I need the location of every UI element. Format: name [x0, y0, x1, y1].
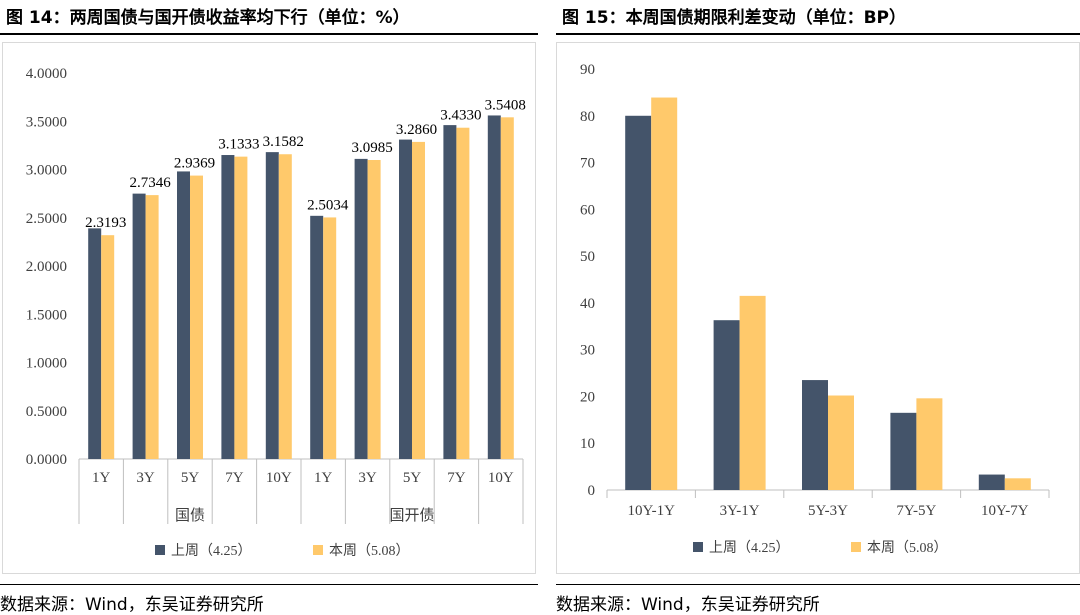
figure-14-title: 图 14：两周国债与国开债收益率均下行（单位：%）: [6, 8, 410, 28]
chart-14: 0.0000 0.5000 1.0000 1.5000 2.0000 2.5000 3.00…: [26, 66, 526, 559]
figure-14-source: 数据来源：Wind，东吴证券研究所: [0, 595, 264, 615]
y-tick-label: 90: [580, 62, 595, 78]
bar-this-week: [190, 175, 203, 459]
bar-this-week: [1004, 478, 1031, 490]
legend-label: 上周（4.25）: [171, 543, 252, 559]
title-rule: [0, 33, 538, 35]
x-tick-label: 1Y: [314, 470, 333, 486]
chart-15-frame: 0 10 20 30 40 50 60 70 80 90 10Y-1Y 3Y-1Y 5Y-3Y 7Y-5Y…: [556, 42, 1080, 574]
x-tick-label: 7Y: [447, 470, 466, 486]
bar-last-week: [354, 158, 368, 459]
data-label: 3.4330: [440, 108, 481, 124]
y-tick-label: 3.5000: [26, 114, 67, 130]
y-tick-label: 0.0000: [26, 452, 67, 468]
bar-last-week: [88, 228, 102, 459]
figure-15: 图 15：本周国债期限利差变动（单位：BP） 0 10 20 30 40 50 60 70 80…: [556, 0, 1080, 615]
bar-last-week: [399, 139, 412, 459]
x-tick-label: 10Y-1Y: [627, 503, 675, 519]
data-label: 2.5034: [307, 197, 349, 213]
x-tick-label: 5Y: [403, 470, 422, 486]
y-tick-label: 2.5000: [26, 211, 67, 227]
bar-this-week: [739, 295, 766, 490]
x-tick-label: 5Y: [181, 470, 200, 486]
x-tick-label: 7Y: [225, 470, 244, 486]
y-tick-label: 2.0000: [26, 259, 67, 275]
x-tick-label: 10Y: [488, 470, 514, 486]
chart-15: 0 10 20 30 40 50 60 70 80 90 10Y-1Y 3Y-1Y 5Y-3Y 7Y-5Y…: [580, 62, 1050, 556]
bar-last-week: [443, 125, 457, 460]
data-label: 2.9369: [174, 156, 215, 172]
y-tick-label: 30: [580, 343, 595, 359]
bar-this-week: [412, 141, 425, 459]
legend-label: 上周（4.25）: [709, 540, 790, 556]
source-rule: [0, 584, 538, 585]
x-tick-label: 3Y: [358, 470, 377, 486]
y-tick-label: 60: [580, 202, 595, 218]
data-label: 3.5408: [485, 97, 526, 113]
x-tick-label: 3Y-1Y: [720, 503, 760, 519]
x-tick-label: 3Y: [136, 470, 155, 486]
bar-this-week: [500, 117, 514, 459]
figure-14: 图 14：两周国债与国开债收益率均下行（单位：%） 0.0000 0.5000 1.…: [0, 0, 538, 615]
y-tick-label: 1.5000: [26, 307, 67, 323]
x-tick-label: 5Y-3Y: [808, 503, 848, 519]
bar-last-week: [713, 320, 740, 490]
legend-swatch: [693, 542, 703, 552]
bar-last-week: [177, 171, 190, 459]
x-tick-label: 1Y: [92, 470, 111, 486]
bar-this-week: [145, 195, 159, 460]
bar-last-week: [310, 215, 324, 459]
figure-15-title: 图 15：本周国债期限利差变动（单位：BP）: [562, 8, 906, 28]
bar-last-week: [802, 380, 828, 490]
data-label: 3.1582: [263, 134, 304, 150]
data-label: 3.2860: [396, 122, 437, 138]
data-label: 2.7346: [129, 175, 171, 191]
bar-this-week: [234, 156, 248, 460]
legend-swatch: [313, 545, 323, 555]
bar-last-week: [978, 474, 1005, 490]
bar-this-week: [367, 159, 381, 459]
y-tick-label: 10: [580, 436, 595, 452]
bar-last-week: [890, 412, 917, 490]
bar-this-week: [916, 398, 943, 490]
legend-label: 本周（5.08）: [867, 540, 948, 556]
bar-this-week: [828, 395, 854, 490]
bar-last-week: [487, 115, 501, 460]
y-tick-label: 0.5000: [26, 404, 67, 420]
y-tick-label: 3.0000: [26, 163, 67, 179]
bar-last-week: [625, 115, 652, 491]
y-tick-label: 80: [580, 109, 595, 125]
data-label: 3.0985: [351, 140, 392, 156]
chart-14-frame: 0.0000 0.5000 1.0000 1.5000 2.0000 2.5000 3.00…: [2, 42, 536, 574]
y-tick-label: 0: [588, 483, 596, 499]
bar-last-week: [265, 152, 279, 459]
bar-this-week: [278, 154, 292, 459]
bar-this-week: [323, 217, 337, 459]
data-label: 3.1333: [218, 137, 259, 153]
figure-15-source: 数据来源：Wind，东吴证券研究所: [556, 595, 820, 615]
y-tick-label: 70: [580, 156, 595, 172]
x-tick-label: 7Y-5Y: [896, 503, 936, 519]
y-tick-label: 50: [580, 249, 595, 265]
source-rule: [556, 584, 1080, 585]
group-label: 国开债: [389, 507, 434, 524]
y-tick-label: 1.0000: [26, 356, 67, 372]
title-rule: [556, 33, 1080, 35]
legend-label: 本周（5.08）: [329, 543, 410, 559]
bar-last-week: [221, 155, 235, 459]
legend-swatch: [155, 545, 165, 555]
x-tick-label: 10Y: [266, 470, 292, 486]
bar-this-week: [456, 127, 470, 459]
y-tick-label: 4.0000: [26, 66, 67, 82]
bar-last-week: [132, 193, 146, 459]
y-tick-label: 40: [580, 296, 595, 312]
bar-this-week: [651, 97, 678, 491]
group-label: 国债: [175, 507, 205, 524]
y-tick-label: 20: [580, 389, 595, 405]
legend-swatch: [851, 542, 861, 552]
bar-this-week: [101, 235, 115, 459]
x-tick-label: 10Y-7Y: [981, 503, 1029, 519]
data-label: 2.3193: [85, 215, 126, 231]
